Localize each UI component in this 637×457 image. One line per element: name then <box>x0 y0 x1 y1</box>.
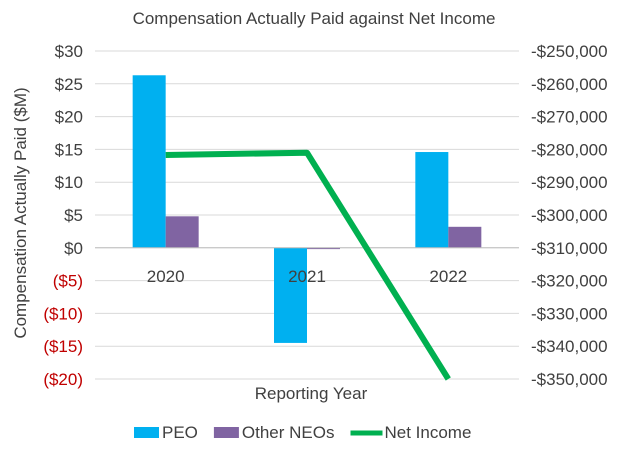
right-tick-label: -$250,000 <box>531 42 608 61</box>
right-tick-label: -$270,000 <box>531 108 608 127</box>
left-tick-label: $5 <box>64 206 83 225</box>
legend: PEO Other NEOs Net Income <box>134 423 471 442</box>
bars <box>95 75 519 343</box>
net-income-line <box>165 149 451 381</box>
legend-label: Net Income <box>385 423 472 442</box>
chart-title: Compensation Actually Paid against Net I… <box>133 9 496 28</box>
left-tick-label: ($5) <box>53 272 83 291</box>
left-tick-label: ($20) <box>43 370 83 389</box>
bar-peo-2020 <box>132 75 166 248</box>
category-label: 2021 <box>288 267 326 286</box>
legend-label: Other NEOs <box>242 423 335 442</box>
left-tick-label: ($10) <box>43 304 83 323</box>
left-tick-label: $25 <box>55 75 83 94</box>
right-tick-label: -$350,000 <box>531 370 608 389</box>
legend-item-net-income: Net Income <box>350 423 472 442</box>
right-tick-label: -$280,000 <box>531 140 608 159</box>
bar-other-neos-2020 <box>165 216 199 248</box>
left-tick-label: $15 <box>55 140 83 159</box>
legend-swatch <box>134 427 159 438</box>
left-tick-label: $0 <box>64 239 83 258</box>
category-labels: 2020 2021 2022 <box>147 267 467 286</box>
right-tick-label: -$310,000 <box>531 239 608 258</box>
right-tick-label: -$290,000 <box>531 173 608 192</box>
legend-item-peo: PEO <box>134 423 198 442</box>
bar-other-neos-2021 <box>307 247 340 250</box>
right-tick-label: -$260,000 <box>531 75 608 94</box>
left-tick-label: $30 <box>55 42 83 61</box>
y-axis-label: Compensation Actually Paid ($M) <box>11 87 30 338</box>
legend-swatch <box>213 427 239 438</box>
right-tick-label: -$300,000 <box>531 206 608 225</box>
x-axis-label: Reporting Year <box>255 384 368 403</box>
category-label: 2022 <box>429 267 467 286</box>
right-tick-label: -$340,000 <box>531 337 608 356</box>
left-tick-label: $10 <box>55 173 83 192</box>
legend-label: PEO <box>162 423 198 442</box>
left-tick-label: ($15) <box>43 337 83 356</box>
bar-other-neos-2022 <box>448 226 482 248</box>
bar-peo-2022 <box>415 152 449 248</box>
category-label: 2020 <box>147 267 185 286</box>
left-tick-label: $20 <box>55 108 83 127</box>
right-tick-label: -$330,000 <box>531 304 608 323</box>
legend-item-other-neos: Other NEOs <box>213 423 335 442</box>
bar-peo-2021 <box>274 247 307 343</box>
right-tick-label: -$320,000 <box>531 272 608 291</box>
left-axis-tick-labels: $30 $25 $20 $15 $10 $5 $0 ($5) ($10) ($15) ($20) <box>43 42 83 389</box>
net-income-line-group <box>165 149 451 381</box>
right-axis-tick-labels: -$250,000 -$260,000 -$270,000 -$280,000 -$29… <box>531 42 608 389</box>
